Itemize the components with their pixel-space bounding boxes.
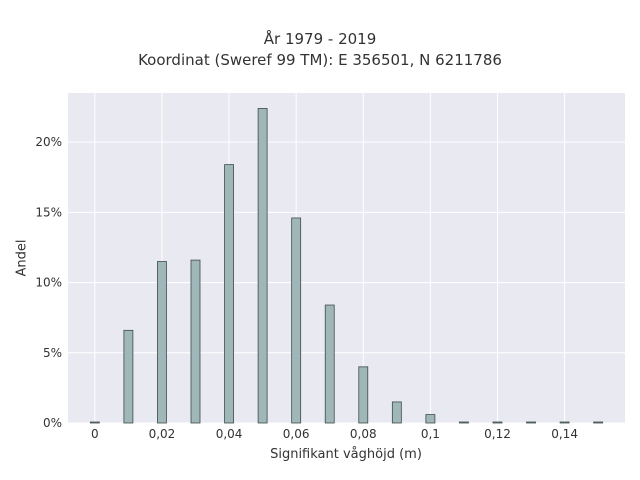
y-tick-label: 20% [35,135,62,149]
histogram-bar [291,217,302,424]
y-tick-label: 15% [35,205,62,219]
chart-subtitle: Koordinat (Sweref 99 TM): E 356501, N 62… [138,51,502,69]
x-tick-label: 0,04 [216,427,243,441]
histogram-bar [526,421,536,424]
y-tick-label: 0% [43,416,62,430]
y-axis-label: Andel [14,239,30,277]
histogram-bar [324,304,335,424]
histogram-bar [391,401,402,424]
x-tick-label: 0,1 [421,427,440,441]
x-tick-label: 0,08 [350,427,377,441]
histogram-bar [89,421,100,424]
x-tick-label: 0 [91,427,99,441]
histogram-bar [123,329,134,424]
histogram-bar [257,108,268,424]
histogram-bar [190,259,201,424]
y-tick-label: 10% [35,276,62,290]
x-axis-ticks: 0 0,02 0,04 0,06 0,08 0,1 0,12 0,14 [91,427,578,441]
bars [89,108,604,424]
x-axis-label: Signifikant våghöjd (m) [270,447,422,462]
histogram-bar [425,414,436,424]
histogram-bar [224,164,234,424]
histogram-bar [358,366,369,424]
histogram-bar [593,421,604,424]
histogram-bar [459,421,469,424]
chart-title: År 1979 - 2019 [263,30,377,48]
y-axis-ticks: 0% 5% 10% 15% 20% [35,135,62,430]
x-tick-label: 0,14 [551,427,578,441]
histogram-bar [157,261,167,424]
histogram-bar [559,421,570,424]
x-tick-label: 0,02 [149,427,176,441]
x-tick-label: 0,12 [484,427,511,441]
x-tick-label: 0,06 [283,427,310,441]
histogram-bar [492,421,503,424]
y-tick-label: 5% [43,346,62,360]
